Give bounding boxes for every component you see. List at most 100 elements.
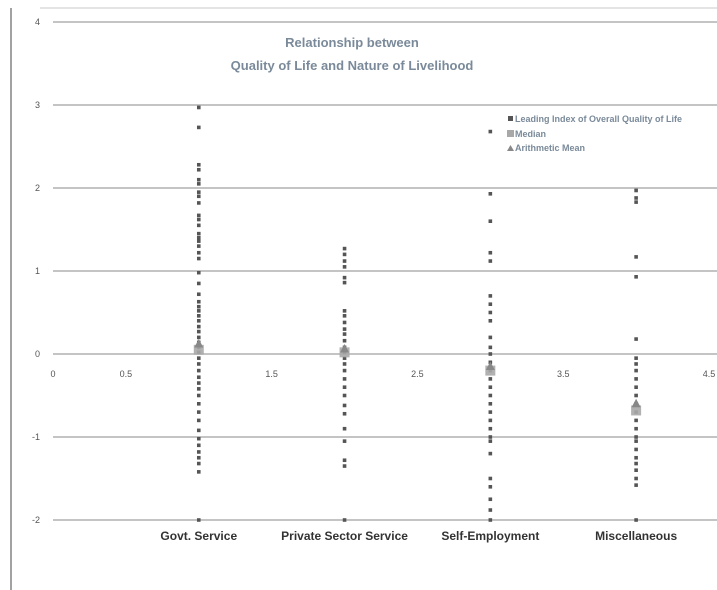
data-point: [196, 314, 201, 318]
legend-label-median: Median: [515, 129, 546, 139]
data-point: [488, 377, 493, 381]
data-point: [196, 324, 201, 329]
data-point: [342, 377, 347, 381]
data-point: [488, 418, 493, 423]
data-point: [196, 270, 201, 275]
data-point: [196, 125, 201, 130]
data-point: [196, 281, 201, 286]
data-point: [196, 256, 201, 261]
data-point: [196, 292, 201, 297]
data-point: [196, 309, 201, 313]
y-tick-label: 4: [35, 17, 40, 27]
data-point: [488, 451, 493, 456]
data-point: [196, 450, 201, 454]
data-point: [196, 356, 201, 360]
data-point: [196, 368, 201, 373]
data-point: [342, 265, 347, 269]
data-point: [488, 385, 493, 389]
data-point: [342, 356, 347, 360]
data-point: [488, 310, 493, 315]
data-point: [634, 426, 638, 431]
x-tick-label: 0.5: [120, 369, 133, 379]
data-point: [634, 356, 638, 360]
data-point: [196, 223, 201, 228]
title-line-2: Quality of Life and Nature of Livelihood: [231, 58, 474, 73]
data-point: [634, 337, 638, 341]
data-point: [634, 377, 638, 381]
data-point: [488, 335, 493, 340]
data-point: [634, 196, 638, 200]
data-point: [196, 410, 201, 414]
data-point: [488, 508, 493, 512]
data-point: [488, 294, 493, 298]
data-point: [196, 362, 201, 366]
y-tick-label: -2: [32, 515, 40, 525]
data-point: [196, 190, 201, 194]
data-point: [342, 426, 347, 431]
data-point: [196, 455, 201, 460]
data-point: [488, 435, 493, 439]
data-point: [634, 255, 638, 259]
mean-marker: [631, 398, 641, 408]
data-point: [342, 320, 347, 325]
data-point: [196, 213, 201, 218]
data-point: [196, 217, 201, 222]
data-point: [196, 244, 201, 248]
data-point: [342, 259, 347, 263]
data-point: [196, 299, 201, 304]
data-point: [634, 393, 638, 398]
category-labels: Govt. Service Private Sector Service Self-…: [160, 529, 677, 543]
y-tick-label: 1: [35, 266, 40, 276]
data-point: [342, 338, 347, 343]
median-marker: [631, 405, 642, 416]
data-point: [634, 368, 638, 373]
data-point: [488, 129, 493, 134]
data-point: [342, 403, 347, 408]
chart-title: Relationship between Quality of Life and…: [231, 35, 474, 73]
mean-markers: [194, 339, 641, 408]
median-marker: [485, 365, 496, 376]
data-point: [196, 182, 201, 186]
data-point: [488, 259, 493, 263]
data-point: [488, 319, 493, 323]
legend-label-mean: Arithmetic Mean: [515, 143, 585, 153]
category-label: Govt. Service: [160, 529, 237, 543]
data-point: [196, 436, 201, 441]
data-point: [196, 387, 201, 391]
data-point: [634, 483, 638, 487]
y-tick-label: -1: [32, 432, 40, 442]
data-point: [634, 439, 638, 443]
data-point: [196, 335, 201, 340]
legend-marker-mean: [507, 145, 514, 151]
legend: Leading Index of Overall Quality of Life…: [507, 114, 682, 153]
data-point: [488, 393, 493, 398]
data-point: [342, 280, 347, 285]
data-point: [342, 327, 347, 331]
data-point: [488, 476, 493, 481]
data-point: [342, 362, 347, 366]
mean-marker: [194, 339, 204, 348]
data-point: [488, 250, 493, 255]
data-point: [634, 362, 638, 366]
legend-marker-median: [507, 130, 514, 137]
data-point: [634, 385, 638, 389]
data-point: [634, 468, 638, 472]
data-point: [488, 352, 493, 356]
mean-marker: [340, 344, 350, 353]
data-point: [488, 439, 493, 443]
data-point: [196, 239, 201, 243]
x-tick-label: 3.5: [557, 369, 570, 379]
data-point: [342, 385, 347, 389]
data-point: [488, 485, 493, 489]
data-point: [196, 167, 201, 172]
data-point: [196, 236, 201, 240]
data-point: [342, 275, 347, 280]
data-point: [196, 428, 201, 433]
data-point: [634, 275, 638, 279]
data-point: [342, 518, 347, 522]
data-point: [634, 200, 638, 204]
data-point: [488, 219, 493, 223]
x-tick-label: 4.5: [703, 369, 716, 379]
data-point: [196, 418, 201, 423]
